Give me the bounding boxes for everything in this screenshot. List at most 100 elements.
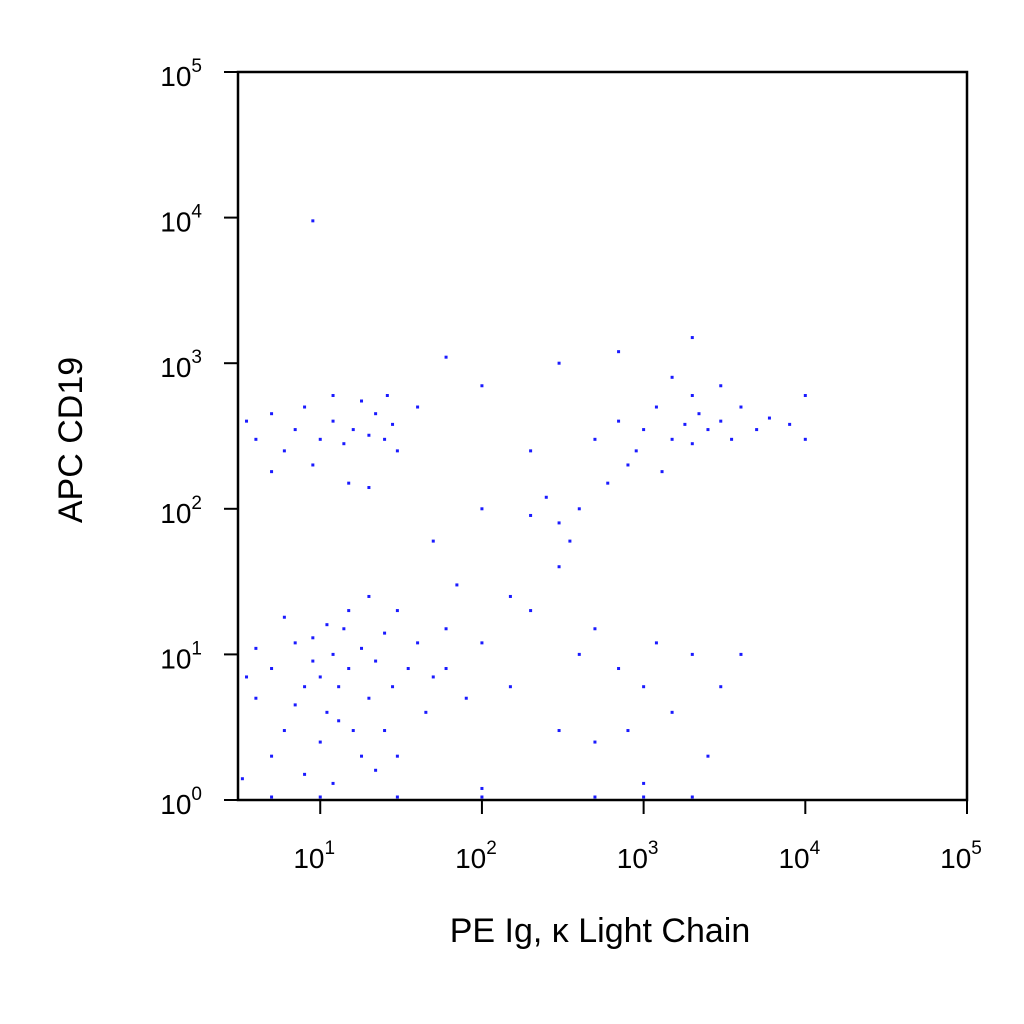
data-point (577, 507, 581, 511)
data-point (634, 449, 638, 453)
data-point (508, 685, 512, 689)
x-tick-label: 103 (617, 838, 659, 874)
y-tick-label: 102 (160, 493, 202, 529)
data-point (293, 703, 297, 707)
data-point (351, 729, 355, 733)
data-point (690, 394, 694, 398)
data-point (318, 437, 322, 441)
x-tick-label-exponent: 2 (486, 838, 497, 859)
data-point (690, 336, 694, 340)
data-point (719, 419, 723, 423)
data-point (690, 795, 694, 799)
data-point (654, 405, 658, 409)
data-point (480, 641, 484, 645)
data-point (360, 646, 364, 650)
x-tick-label-base: 10 (617, 843, 648, 874)
data-point (557, 565, 561, 569)
data-point (282, 615, 286, 619)
data-point (593, 740, 597, 744)
data-point (270, 470, 274, 474)
data-point (270, 795, 274, 799)
data-point (626, 463, 630, 467)
data-point (240, 777, 244, 781)
data-point (395, 754, 399, 758)
y-tick-label-base: 10 (160, 207, 191, 238)
plot-frame (236, 70, 969, 802)
data-point (416, 405, 420, 409)
data-point (706, 428, 710, 432)
data-point (719, 685, 723, 689)
data-point (347, 667, 351, 671)
data-point (697, 412, 701, 416)
data-point (318, 795, 322, 799)
data-point (803, 394, 807, 398)
y-tick-label-exponent: 5 (191, 56, 202, 77)
data-point (395, 449, 399, 453)
data-point (342, 627, 346, 631)
data-point (270, 754, 274, 758)
data-point (331, 419, 335, 423)
y-tick-label: 105 (160, 56, 202, 92)
data-point (270, 412, 274, 416)
data-point (367, 594, 371, 598)
data-point (593, 795, 597, 799)
data-point (325, 623, 329, 627)
data-point (755, 428, 759, 432)
y-axis-title: APC CD19 (52, 357, 90, 523)
data-point (293, 428, 297, 432)
data-point (406, 667, 410, 671)
data-point (480, 786, 484, 790)
data-point (767, 416, 771, 420)
data-point (318, 675, 322, 679)
data-point (626, 729, 630, 733)
data-point (431, 539, 435, 543)
y-tick-label: 101 (160, 638, 202, 674)
data-point (670, 375, 674, 379)
y-tick-label-base: 10 (160, 61, 191, 92)
data-point (480, 507, 484, 511)
data-point (303, 405, 307, 409)
y-tick-label-base: 10 (160, 352, 191, 383)
data-point (719, 384, 723, 388)
y-tick-label-exponent: 1 (191, 638, 202, 659)
data-point (739, 405, 743, 409)
data-point (529, 609, 533, 613)
data-point (360, 754, 364, 758)
data-point (617, 419, 621, 423)
data-point (730, 437, 734, 441)
y-tick-label-base: 10 (160, 789, 191, 820)
data-point (337, 719, 341, 723)
data-point (444, 667, 448, 671)
x-tick-label: 105 (940, 838, 982, 874)
data-point (318, 740, 322, 744)
data-point (311, 219, 315, 223)
data-point (254, 696, 258, 700)
data-point (391, 422, 395, 426)
data-point (395, 609, 399, 613)
x-axis-title: PE Ig, κ Light Chain (450, 912, 751, 950)
data-point (706, 754, 710, 758)
data-point (383, 729, 387, 733)
data-point (593, 437, 597, 441)
data-point (360, 399, 364, 403)
data-point (529, 513, 533, 517)
data-point (577, 652, 581, 656)
data-point (331, 781, 335, 785)
data-point (367, 433, 371, 437)
y-tick-label: 100 (160, 784, 202, 820)
data-point (351, 428, 355, 432)
data-point (254, 646, 258, 650)
data-point (654, 641, 658, 645)
data-point (529, 449, 533, 453)
x-tick-label-base: 10 (940, 843, 971, 874)
data-point (385, 394, 389, 398)
data-point (383, 631, 387, 635)
data-point (606, 481, 610, 485)
x-tick-label: 104 (778, 838, 820, 874)
data-point (325, 710, 329, 714)
data-point (557, 521, 561, 525)
x-tick-label: 102 (455, 838, 497, 874)
data-point (788, 422, 792, 426)
data-point (660, 470, 664, 474)
